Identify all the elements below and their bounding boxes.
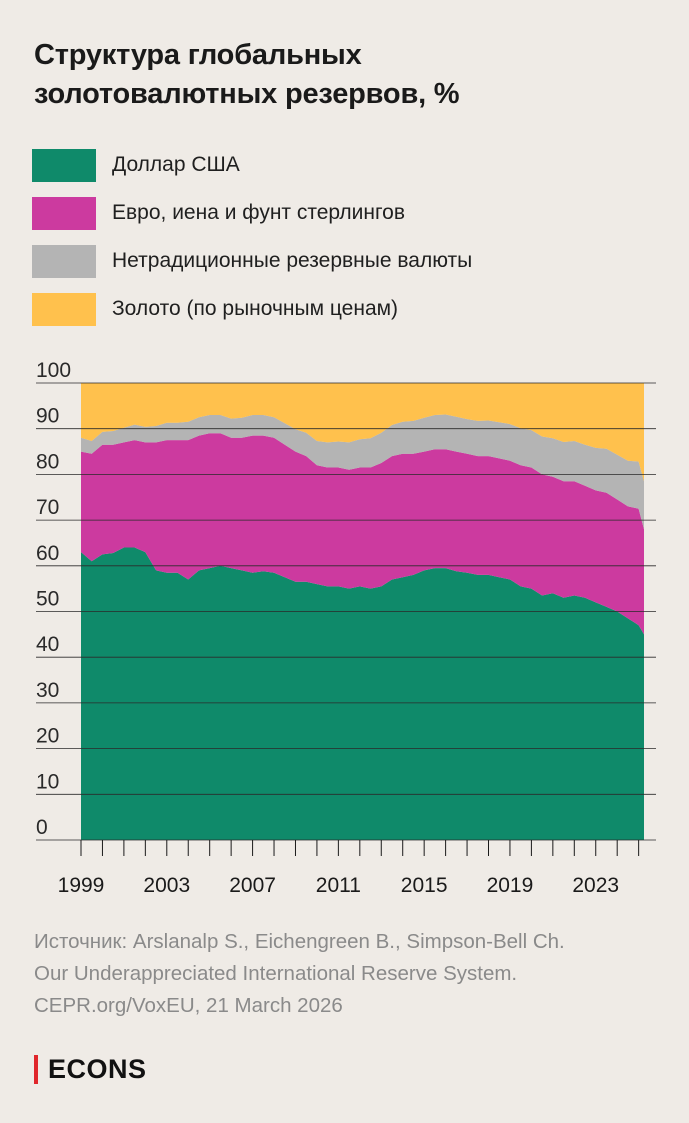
y-tick-label-30: 30	[36, 679, 59, 702]
y-tick-label-70: 70	[36, 496, 59, 519]
y-tick-label-90: 90	[36, 405, 59, 428]
legend-label-nontraditional: Нетрадиционные резервные валюты	[112, 249, 473, 272]
title-line-1: Структура глобальных	[34, 39, 362, 71]
title-line-2: золотовалютных резервов, %	[34, 78, 460, 110]
area-series-usd	[81, 547, 644, 840]
legend-item-usd: Доллар США	[32, 141, 472, 189]
y-tick-label-20: 20	[36, 725, 59, 748]
brand-name: ECONS	[48, 1054, 147, 1084]
chart-title: Структура глобальных золотовалютных резе…	[34, 36, 654, 114]
legend-swatch-nontraditional	[32, 244, 96, 278]
brand-accent-bar	[34, 1055, 38, 1084]
source-line-2: Our Underappreciated International Reser…	[34, 962, 518, 985]
legend-swatch-eur-jpy-gbp	[32, 196, 96, 230]
x-tick-label-2019: 2019	[487, 874, 534, 897]
legend: Доллар США Евро, иена и фунт стерлингов …	[32, 141, 472, 333]
area-series-eur-jpy-gbp	[81, 433, 644, 635]
x-tick-label-2007: 2007	[229, 874, 276, 897]
source-line-1: Источник: Arslanalp S., Eichengreen B., …	[34, 930, 565, 953]
legend-item-gold: Золото (по рыночным ценам)	[32, 285, 472, 333]
source-note: Источник: Arslanalp S., Eichengreen B., …	[34, 926, 674, 1022]
x-tick-label-2015: 2015	[401, 874, 448, 897]
legend-label-gold: Золото (по рыночным ценам)	[112, 297, 399, 320]
area-series-nontraditional	[81, 414, 644, 530]
legend-label-eur-jpy-gbp: Евро, иена и фунт стерлингов	[112, 201, 406, 224]
source-line-3: CEPR.org/VoxEU, 21 March 2026	[34, 994, 343, 1017]
x-tick-label-2023: 2023	[572, 874, 619, 897]
legend-item-nontraditional: Нетрадиционные резервные валюты	[32, 237, 472, 285]
x-tick-label-2003: 2003	[143, 874, 190, 897]
x-tick-label-2011: 2011	[316, 874, 361, 897]
area-series-gold	[81, 383, 644, 482]
y-tick-label-60: 60	[36, 542, 59, 565]
y-tick-label-40: 40	[36, 633, 59, 656]
legend-item-eur-jpy-gbp: Евро, иена и фунт стерлингов	[32, 189, 472, 237]
y-tick-label-10: 10	[36, 770, 59, 793]
x-tick-label-1999: 1999	[58, 874, 105, 897]
y-tick-label-100: 100	[36, 359, 71, 382]
brand-logo: ECONS	[34, 1054, 147, 1085]
legend-swatch-gold	[32, 292, 96, 326]
y-tick-label-0: 0	[36, 816, 48, 839]
stacked-area-chart: 0 10 20 30 40 50 60 70 80 90 100 1999 2003 2007 2011 20…	[36, 359, 656, 897]
legend-label-usd: Доллар США	[112, 153, 240, 176]
y-tick-label-50: 50	[36, 588, 59, 611]
y-tick-label-80: 80	[36, 450, 59, 473]
legend-swatch-usd	[32, 148, 96, 182]
